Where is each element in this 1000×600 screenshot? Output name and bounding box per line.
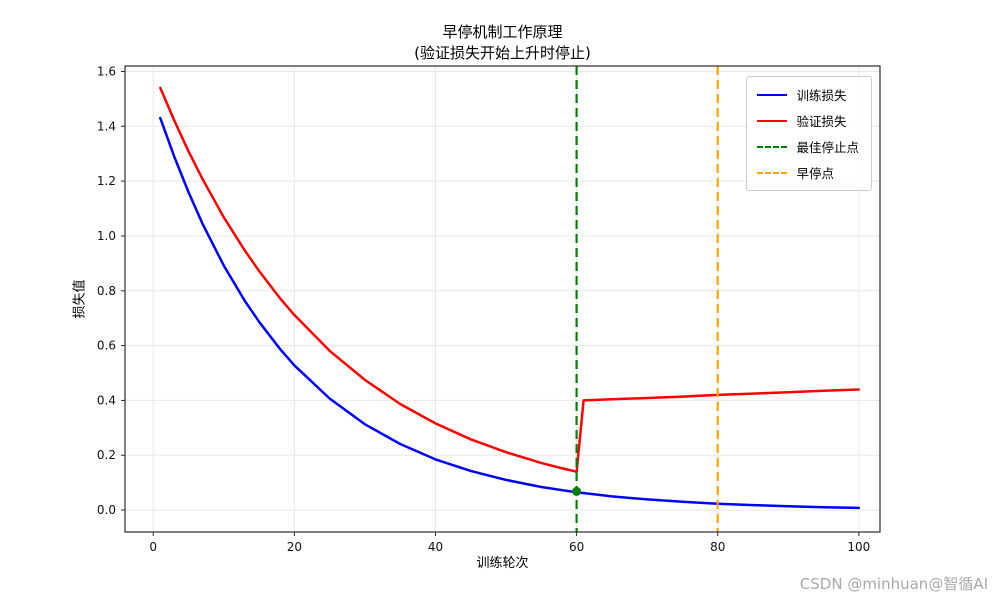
y-tick-label: 0.4 (97, 393, 116, 407)
legend-item: 最佳停止点 (757, 137, 859, 156)
legend-label: 训练损失 (796, 88, 847, 103)
chart-title-line2: (验证损失开始上升时停止) (414, 44, 591, 62)
x-tick-label: 40 (428, 540, 443, 554)
x-axis-label: 训练轮次 (476, 556, 529, 571)
axes-spines (124, 65, 881, 533)
legend-dashed-line-sample (757, 171, 788, 174)
x-tick-label: 100 (847, 540, 870, 554)
y-tick-label: 0.6 (97, 339, 116, 353)
legend-line-sample (757, 93, 788, 96)
legend-label: 早停点 (796, 166, 834, 181)
watermark: CSDN @minhuan@智循AI (799, 575, 988, 593)
y-tick-label: 1.6 (97, 64, 116, 78)
legend-label: 验证损失 (796, 114, 847, 129)
y-axis-label: 损失值 (72, 279, 88, 319)
y-tick-label: 1.4 (97, 119, 116, 133)
legend-label: 最佳停止点 (796, 140, 859, 155)
x-tick-label: 20 (287, 540, 302, 554)
legend: 训练损失验证损失最佳停止点早停点 (746, 76, 872, 191)
x-tick-label: 80 (710, 540, 725, 554)
legend-item: 早停点 (757, 163, 859, 182)
legend-dashed-line-sample (757, 145, 788, 148)
line-series-1 (159, 86, 861, 473)
x-tick-label: 60 (569, 540, 584, 554)
y-tick-label: 0.8 (97, 284, 116, 298)
legend-line-sample (757, 119, 788, 122)
legend-item: 验证损失 (757, 111, 859, 130)
chart-title-line1: 早停机制工作原理 (442, 23, 563, 41)
y-tick-label: 0.2 (97, 448, 116, 462)
x-tick-label: 0 (149, 540, 157, 554)
best-point-marker (572, 486, 582, 496)
y-tick-label: 1.0 (97, 229, 116, 243)
y-tick-label: 1.2 (97, 174, 116, 188)
chart-title: 早停机制工作原理 (验证损失开始上升时停止) (125, 22, 880, 64)
legend-item: 训练损失 (757, 85, 859, 104)
y-tick-label: 0.0 (97, 503, 116, 517)
